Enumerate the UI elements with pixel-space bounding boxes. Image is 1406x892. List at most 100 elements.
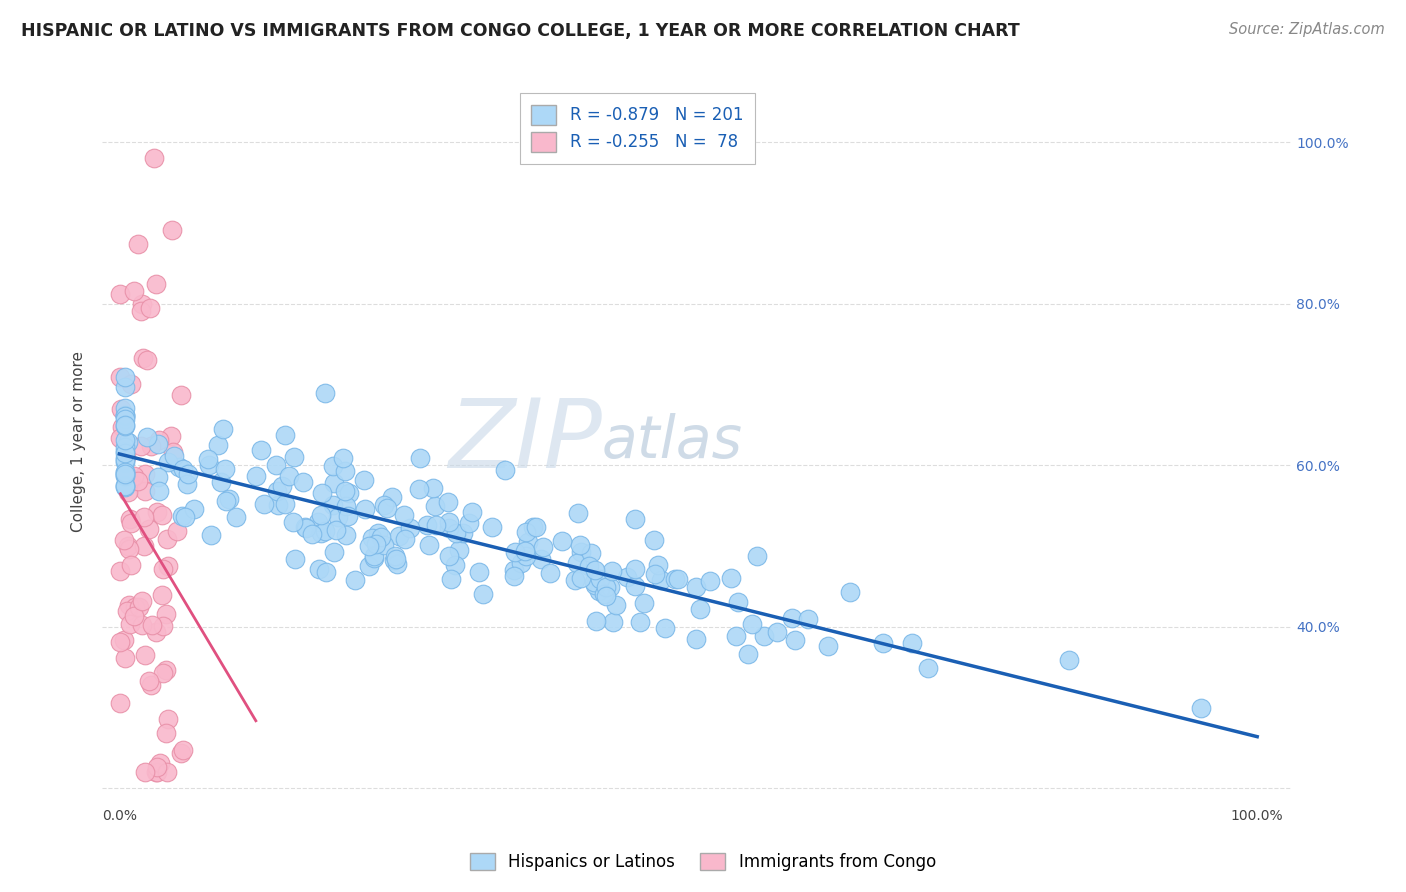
Point <box>425 518 447 533</box>
Point <box>567 507 589 521</box>
Point <box>118 541 141 556</box>
Point <box>335 483 357 498</box>
Point <box>595 580 617 594</box>
Point <box>114 650 136 665</box>
Point <box>311 486 333 500</box>
Point <box>522 520 544 534</box>
Point <box>307 515 329 529</box>
Point <box>157 455 180 469</box>
Point <box>418 538 440 552</box>
Point <box>437 495 460 509</box>
Point <box>872 635 894 649</box>
Point <box>747 549 769 563</box>
Point <box>382 553 405 567</box>
Point <box>117 539 139 553</box>
Point <box>471 586 494 600</box>
Text: Source: ZipAtlas.com: Source: ZipAtlas.com <box>1229 22 1385 37</box>
Point <box>322 476 344 491</box>
Point <box>146 765 169 780</box>
Point <box>211 422 233 436</box>
Point <box>449 543 471 558</box>
Point <box>322 458 344 473</box>
Point <box>650 573 672 587</box>
Point <box>114 409 136 423</box>
Point <box>901 636 924 650</box>
Point <box>145 277 167 292</box>
Point <box>588 584 610 599</box>
Point <box>838 585 860 599</box>
Point <box>515 549 537 563</box>
Point <box>616 570 638 584</box>
Point <box>291 475 314 490</box>
Point <box>120 475 142 489</box>
Point <box>336 509 359 524</box>
Point <box>177 467 200 481</box>
Point <box>172 508 194 523</box>
Point <box>277 469 299 483</box>
Point <box>264 458 287 472</box>
Point <box>149 756 172 771</box>
Point <box>160 428 183 442</box>
Point <box>114 465 136 479</box>
Point <box>156 712 179 726</box>
Text: ZIP: ZIP <box>447 394 602 488</box>
Point <box>1189 700 1212 714</box>
Point <box>752 629 775 643</box>
Point <box>152 666 174 681</box>
Point <box>354 502 377 516</box>
Point <box>111 419 134 434</box>
Point <box>315 566 337 580</box>
Point <box>152 588 174 602</box>
Point <box>392 508 415 522</box>
Point <box>134 510 156 524</box>
Point <box>114 380 136 394</box>
Point <box>266 484 288 499</box>
Point <box>423 499 446 513</box>
Point <box>513 544 536 558</box>
Point <box>388 529 411 543</box>
Point <box>685 580 707 594</box>
Y-axis label: College, 1 year or more: College, 1 year or more <box>72 351 86 532</box>
Point <box>737 647 759 661</box>
Point <box>623 561 645 575</box>
Point <box>114 455 136 469</box>
Point <box>110 696 132 710</box>
Point <box>200 528 222 542</box>
Point <box>589 572 612 586</box>
Point <box>152 562 174 576</box>
Point <box>152 619 174 633</box>
Point <box>155 726 177 740</box>
Point <box>644 567 666 582</box>
Point <box>699 574 721 588</box>
Point <box>578 559 600 574</box>
Point <box>517 535 540 549</box>
Point <box>1059 653 1081 667</box>
Point <box>766 625 789 640</box>
Point <box>131 297 153 311</box>
Point <box>363 551 385 566</box>
Point <box>114 467 136 482</box>
Point <box>394 532 416 546</box>
Point <box>381 490 404 504</box>
Point <box>565 556 588 570</box>
Point <box>569 538 592 552</box>
Point <box>335 528 357 542</box>
Point <box>592 587 614 601</box>
Legend: R = -0.879   N = 201, R = -0.255   N =  78: R = -0.879 N = 201, R = -0.255 N = 78 <box>520 93 755 164</box>
Point <box>917 661 939 675</box>
Point <box>115 470 138 484</box>
Point <box>139 301 162 316</box>
Point <box>817 639 839 653</box>
Point <box>633 597 655 611</box>
Point <box>335 499 357 513</box>
Point <box>530 551 553 566</box>
Point <box>783 632 806 647</box>
Point <box>129 304 152 318</box>
Point <box>124 600 146 615</box>
Point <box>145 765 167 780</box>
Point <box>439 521 461 535</box>
Point <box>250 442 273 457</box>
Point <box>332 450 354 465</box>
Point <box>207 438 229 452</box>
Point <box>172 462 194 476</box>
